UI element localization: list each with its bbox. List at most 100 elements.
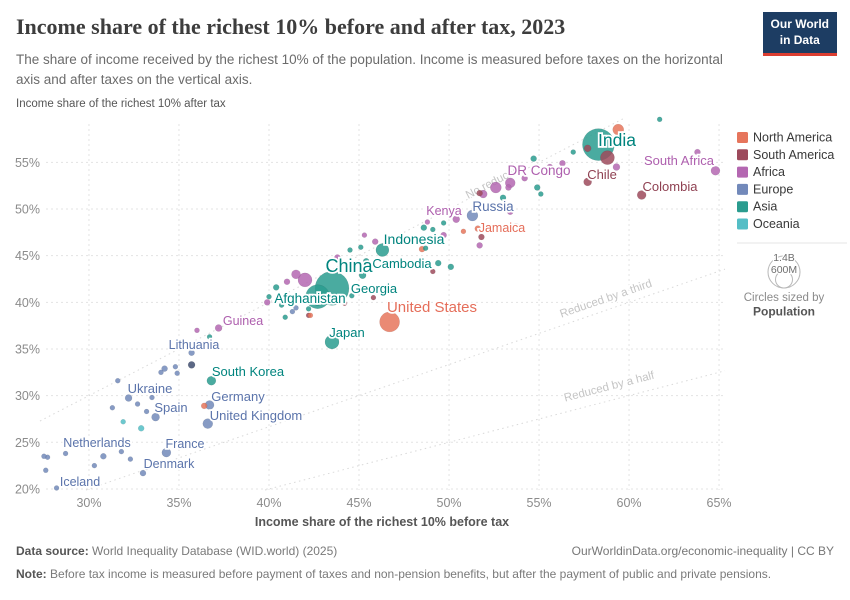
data-point[interactable] [506,208,514,216]
data-point[interactable] [62,450,69,457]
data-point[interactable] [559,160,566,167]
data-point[interactable] [600,150,615,165]
data-point[interactable] [161,365,168,372]
data-point[interactable] [358,271,367,280]
data-point[interactable] [293,305,299,311]
point-cambodia[interactable] [434,259,442,267]
data-point[interactable] [149,394,155,401]
point-colombia[interactable] [636,190,647,200]
data-point[interactable] [43,467,49,474]
legend-item-south-america[interactable]: South America [737,148,834,162]
label-france[interactable]: France [164,435,206,453]
point-georgia[interactable] [349,293,355,299]
data-point[interactable] [362,258,370,265]
label-lithuania[interactable]: Lithuania [167,336,221,354]
point-united-kingdom[interactable] [202,418,214,429]
data-point[interactable] [143,408,150,415]
label-guinea[interactable]: Guinea [221,312,265,330]
data-point[interactable] [91,462,98,469]
data-point[interactable] [478,233,485,241]
scatter-chart[interactable]: 20% 25% 30% 35% 40% 45% 50% 55% 30% 35% 40% 45% 50% 5… [0,0,850,545]
point-afghanistan[interactable] [313,298,322,307]
label-ukraine[interactable]: Ukraine [126,379,174,398]
data-point[interactable] [305,306,312,312]
data-point[interactable] [430,226,436,233]
data-point[interactable] [206,334,213,340]
data-point[interactable] [307,312,314,319]
label-south-africa[interactable]: South Africa [642,151,716,170]
point-lithuania[interactable] [188,349,195,356]
data-point[interactable] [41,453,47,460]
data-point[interactable] [694,148,701,156]
point-guinea[interactable] [214,324,223,332]
data-point[interactable] [291,269,301,280]
data-point[interactable] [289,308,296,315]
label-jamaica[interactable]: Jamaica [477,219,527,237]
label-iceland[interactable]: Iceland [58,473,102,491]
label-cambodia[interactable]: Cambodia [371,254,435,273]
data-point[interactable] [341,300,348,307]
data-point[interactable] [533,184,541,191]
point-chile[interactable] [583,177,592,187]
data-point[interactable] [420,224,428,231]
label-chile[interactable]: Chile [585,165,618,184]
data-point[interactable] [297,272,313,288]
legend-item-north-america[interactable]: North America [737,131,832,145]
data-point[interactable] [172,363,179,370]
data-point[interactable] [158,369,164,376]
label-japan[interactable]: Japan [328,323,367,342]
point-kenya[interactable] [452,215,460,224]
point-indonesia[interactable] [375,243,390,257]
point-france[interactable] [161,447,172,458]
data-point[interactable] [570,149,576,155]
data-point[interactable] [174,370,180,376]
data-point[interactable] [263,299,271,306]
data-point[interactable] [278,302,285,308]
label-denmark[interactable]: Denmark [142,455,197,473]
point-iceland[interactable] [53,485,60,491]
data-point[interactable] [371,238,379,245]
label-colombia[interactable]: Colombia [641,177,700,196]
label-indonesia[interactable]: Indonesia [382,229,446,249]
data-point[interactable] [361,232,368,238]
data-point[interactable] [440,220,447,226]
label-germany[interactable]: Germany [210,387,267,406]
data-point[interactable] [521,174,528,182]
data-point[interactable] [460,228,467,235]
data-point[interactable] [137,425,145,432]
data-point[interactable] [612,123,624,136]
data-point[interactable] [476,189,483,197]
point-south-korea[interactable] [206,375,217,386]
legend-item-asia[interactable]: Asia [737,200,777,214]
data-point[interactable] [282,314,288,321]
legend-item-africa[interactable]: Africa [737,165,785,179]
point-japan[interactable] [324,334,340,350]
data-point[interactable] [334,254,341,261]
data-point[interactable] [120,419,126,425]
data-point[interactable] [266,293,272,300]
label-spain[interactable]: Spain [153,398,190,417]
data-point[interactable] [476,242,483,249]
legend-item-oceania[interactable]: Oceania [737,217,800,231]
data-point[interactable] [358,244,364,251]
legend-item-europe[interactable]: Europe [737,182,793,196]
data-point[interactable] [546,163,554,171]
point-south-africa[interactable] [710,165,721,176]
label-georgia[interactable]: Georgia [349,279,400,298]
label-united-states[interactable]: United States [385,297,479,318]
data-point[interactable] [499,194,507,202]
data-point[interactable] [447,263,455,271]
data-point[interactable] [187,361,196,369]
label-dr-congo[interactable]: DR Congo [506,161,573,180]
data-point[interactable] [370,294,377,301]
data-point[interactable] [226,319,233,325]
label-south-korea[interactable]: South Korea [210,362,287,381]
data-point[interactable] [127,456,134,462]
owid-logo[interactable]: Our World in Data [762,12,837,57]
data-point[interactable] [505,184,512,191]
data-point[interactable] [194,327,200,334]
data-point[interactable] [612,163,621,171]
label-afghanistan[interactable]: Afghanistan [273,289,348,308]
label-india[interactable]: India [596,128,638,152]
data-point[interactable] [422,245,429,251]
